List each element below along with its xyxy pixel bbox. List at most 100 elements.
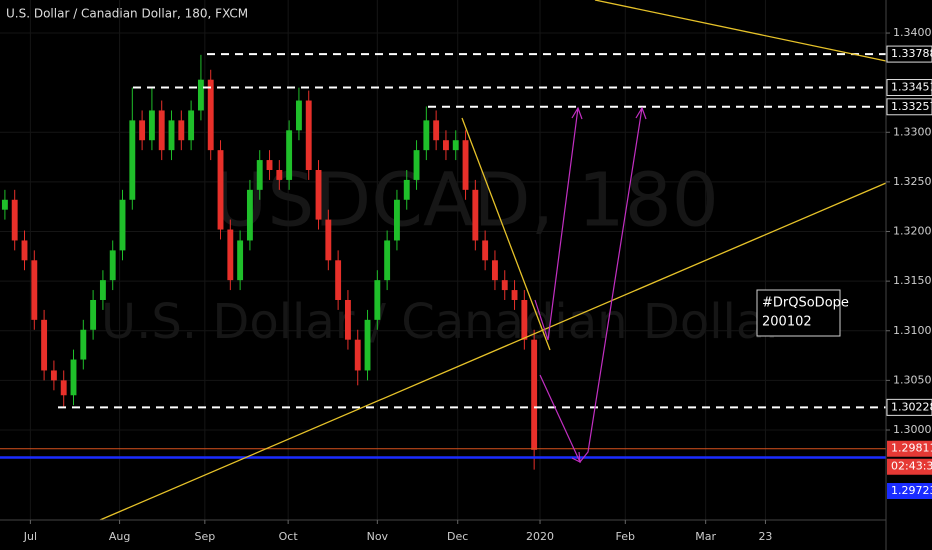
candle-body (129, 120, 136, 200)
candle-body (511, 290, 518, 300)
candle-body (423, 120, 430, 151)
x-tick-label: Jul (23, 530, 37, 543)
candle-body (109, 250, 116, 281)
candle-body (325, 219, 332, 261)
candle-body (237, 240, 244, 281)
candle-body (227, 229, 234, 281)
last-price-box (887, 440, 932, 457)
countdown: 02:43:37 (891, 460, 932, 473)
y-tick-label: 1.30000 (893, 423, 932, 436)
candle-body (492, 260, 498, 281)
candle-body (315, 169, 322, 220)
candle-body (168, 120, 175, 151)
candle-body (178, 120, 185, 141)
chart-title: U.S. Dollar / Canadian Dollar, 180, FXCM (6, 7, 248, 21)
candle-body (462, 140, 469, 190)
candle-body (207, 79, 214, 151)
axes: 1.34000 1.33000 1.32500 1.32000 1.31500 1.310… (23, 26, 932, 543)
x-tick-label: Sep (194, 530, 215, 543)
bid-box (887, 483, 932, 499)
level-label-box (886, 98, 932, 116)
countdown-box (887, 458, 932, 475)
trend-line (461, 117, 551, 351)
annotation: 200102 (762, 315, 812, 330)
candle-body (452, 140, 459, 151)
candle-body (148, 110, 155, 141)
candle-body (188, 110, 195, 141)
projection (539, 107, 643, 464)
x-tick-label: Nov (367, 530, 389, 543)
candle-body (354, 339, 361, 371)
x-tick-label: 2020 (526, 530, 554, 543)
candle-body (295, 100, 302, 131)
candle-body (403, 179, 410, 200)
candle-body (413, 150, 420, 180)
y-tick-label: 1.30500 (893, 373, 932, 386)
level-label-box (886, 398, 932, 416)
level-label: 1.33451 (891, 81, 932, 94)
level-label: 1.33257 (891, 100, 932, 113)
candle-body (305, 100, 312, 170)
candle-body (256, 160, 263, 190)
y-tick-label: 1.32500 (893, 175, 932, 188)
candle-body (501, 280, 508, 291)
candle-body (99, 280, 106, 300)
y-tick-label: 1.31500 (893, 274, 932, 287)
candle-body (217, 150, 224, 230)
candle-body (50, 370, 57, 381)
candle-body (443, 140, 449, 151)
level-label: 1.30228 (891, 400, 932, 413)
level-label-box (886, 79, 932, 97)
candle-body (197, 79, 204, 111)
trend-line (594, 0, 887, 62)
candle-body (335, 260, 342, 300)
x-tick-label: Oct (279, 530, 299, 543)
candle-body (139, 120, 146, 141)
candle-body (266, 160, 273, 170)
candle-body (70, 359, 77, 396)
candle-body (90, 299, 97, 330)
candles (1, 54, 538, 470)
candle-body (119, 199, 126, 251)
x-tick-label: Feb (616, 530, 635, 543)
levels: 1.33788 1.33451 1.33257 1.30228 (0, 45, 932, 459)
arrow-head (635, 106, 647, 120)
trend-line (99, 182, 887, 521)
candle-body (531, 339, 538, 450)
watermark: U.S. Dollar / Canadian Dollar (101, 294, 785, 350)
annotation-box (756, 289, 841, 337)
candle-body (276, 169, 283, 180)
candle-body (11, 199, 18, 241)
candle-body (80, 329, 87, 360)
y-tick-label: 1.33000 (893, 125, 932, 138)
candle-body (364, 319, 371, 371)
candle-body (393, 199, 400, 241)
candle-body (1, 199, 8, 210)
candle-body (472, 189, 479, 241)
candle-body (374, 280, 381, 320)
candle-body (31, 260, 38, 320)
bid-label: 1.29723 (891, 484, 932, 497)
level-label-box (886, 45, 932, 63)
candle-body (286, 130, 293, 180)
projection (534, 107, 579, 341)
candle-body (41, 319, 48, 371)
y-tick-label: 1.31000 (893, 324, 932, 337)
candle-body (482, 240, 489, 261)
candle-body (158, 110, 165, 151)
level-label: 1.33788 (891, 47, 932, 60)
candle-body (433, 120, 440, 141)
x-tick-label: Dec (447, 530, 468, 543)
candle-body (60, 380, 67, 396)
last-price-label: 1.29811 (891, 442, 932, 455)
candle-body (384, 240, 391, 281)
y-tick-label: 1.32000 (893, 225, 932, 238)
candle-body (521, 299, 528, 340)
candle-body (344, 299, 351, 340)
arrow-head (571, 106, 583, 120)
y-tick-label: 1.34000 (893, 26, 932, 39)
candle-body (21, 240, 28, 261)
arrow-head (571, 451, 581, 464)
